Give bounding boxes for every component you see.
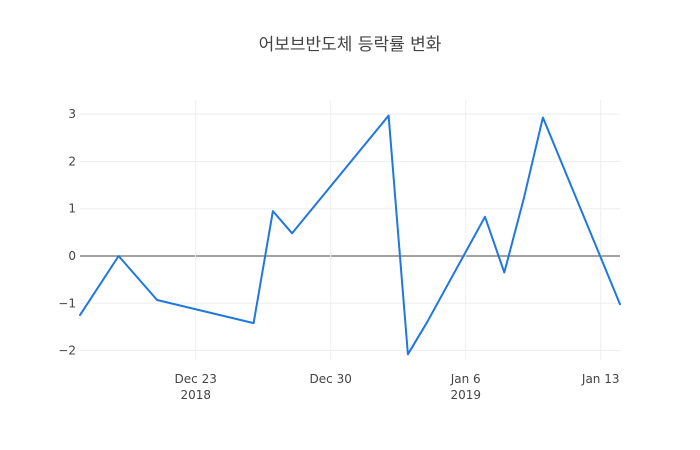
y-tick-label: 1	[68, 202, 76, 216]
series-line	[79, 114, 621, 356]
x-tick-label: Jan 13	[581, 372, 620, 386]
x-tick-label: Jan 6	[450, 372, 481, 386]
y-tick-label: 0	[68, 249, 76, 263]
y-tick-label: −1	[58, 296, 76, 310]
y-axis: 3 2 1 0 −1 −2	[58, 107, 76, 357]
y-tick-label: −2	[58, 344, 76, 358]
x-tick-label: Dec 30	[310, 372, 352, 386]
x-tick-year-label: 2018	[180, 388, 211, 402]
grid	[80, 100, 620, 360]
x-tick-year-label: 2019	[450, 388, 481, 402]
x-axis: Dec 23 2018 Dec 30 Jan 6 2019 Jan 13	[175, 372, 620, 402]
y-tick-label: 2	[68, 154, 76, 168]
y-tick-label: 3	[68, 107, 76, 121]
chart-title: 어보브반도체 등락률 변화	[259, 35, 442, 55]
series-group	[79, 114, 621, 356]
x-tick-label: Dec 23	[175, 372, 217, 386]
